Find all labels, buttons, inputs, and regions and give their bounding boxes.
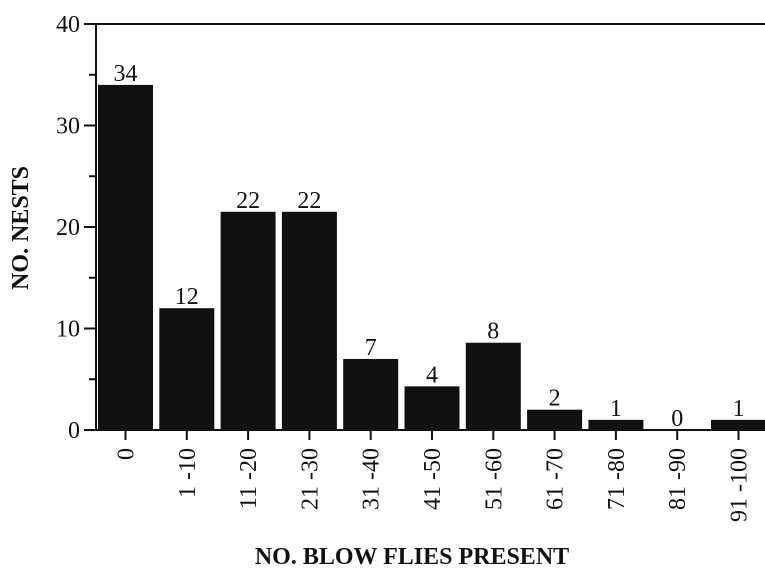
x-tick-label: 81 -90	[665, 448, 691, 510]
bar-21-30	[281, 211, 337, 430]
x-tick-labels: 0 1 -10 11 -20 21 -30 31 -40 41 -50 51 -60 61 -…	[114, 448, 753, 522]
y-tick-label: 40	[56, 12, 80, 38]
x-tick-label: 61 -70	[543, 448, 569, 510]
bar-value-label: 2	[549, 386, 561, 412]
bar-value-label: 0	[671, 406, 683, 432]
x-ticks	[124, 430, 740, 440]
bar-value-label: 22	[297, 188, 321, 214]
bar-91-100	[711, 419, 765, 430]
x-tick-label: 41 -50	[420, 448, 446, 510]
y-tick-label: 20	[56, 215, 80, 241]
bar-51-60	[465, 342, 521, 430]
bar-value-label: 12	[175, 284, 199, 310]
bar-value-label: 8	[487, 319, 499, 345]
x-tick-label: 1 -10	[175, 448, 201, 498]
x-tick-label: 71 -80	[604, 448, 630, 510]
bar-11-20	[220, 211, 276, 430]
bar-31-40	[343, 358, 399, 430]
bar-61-70	[527, 409, 583, 430]
bar-1-10	[159, 308, 215, 430]
x-axis-title: NO. BLOW FLIES PRESENT	[255, 544, 569, 570]
x-tick-label: 31 -40	[359, 448, 385, 510]
bar-value-label: 22	[236, 188, 260, 214]
bar-labels: 34 12 22 22 7 4 8 2 1 0 1	[114, 61, 745, 432]
x-tick-label: 0	[114, 448, 140, 460]
y-ticks: 0 10 20 30 40	[56, 12, 96, 444]
bar-value-label: 1	[733, 396, 745, 422]
bar-value-label: 7	[365, 335, 377, 361]
bar-0	[98, 84, 153, 431]
bar-71-80	[588, 419, 644, 430]
x-tick-label: 51 -60	[481, 448, 507, 510]
bar-value-label: 4	[426, 362, 438, 388]
y-tick-label: 10	[56, 317, 80, 343]
y-axis-title: NO. NESTS	[8, 166, 34, 290]
y-tick-label: 30	[56, 114, 80, 140]
x-tick-label: 91 -100	[727, 448, 753, 522]
bars	[98, 84, 765, 431]
x-tick-label: 11 -20	[236, 448, 262, 509]
bar-value-label: 1	[610, 396, 622, 422]
bar-value-label: 34	[114, 61, 138, 87]
y-tick-label: 0	[68, 418, 80, 444]
bar-41-50	[404, 386, 460, 430]
x-tick-label: 21 -30	[297, 448, 323, 510]
